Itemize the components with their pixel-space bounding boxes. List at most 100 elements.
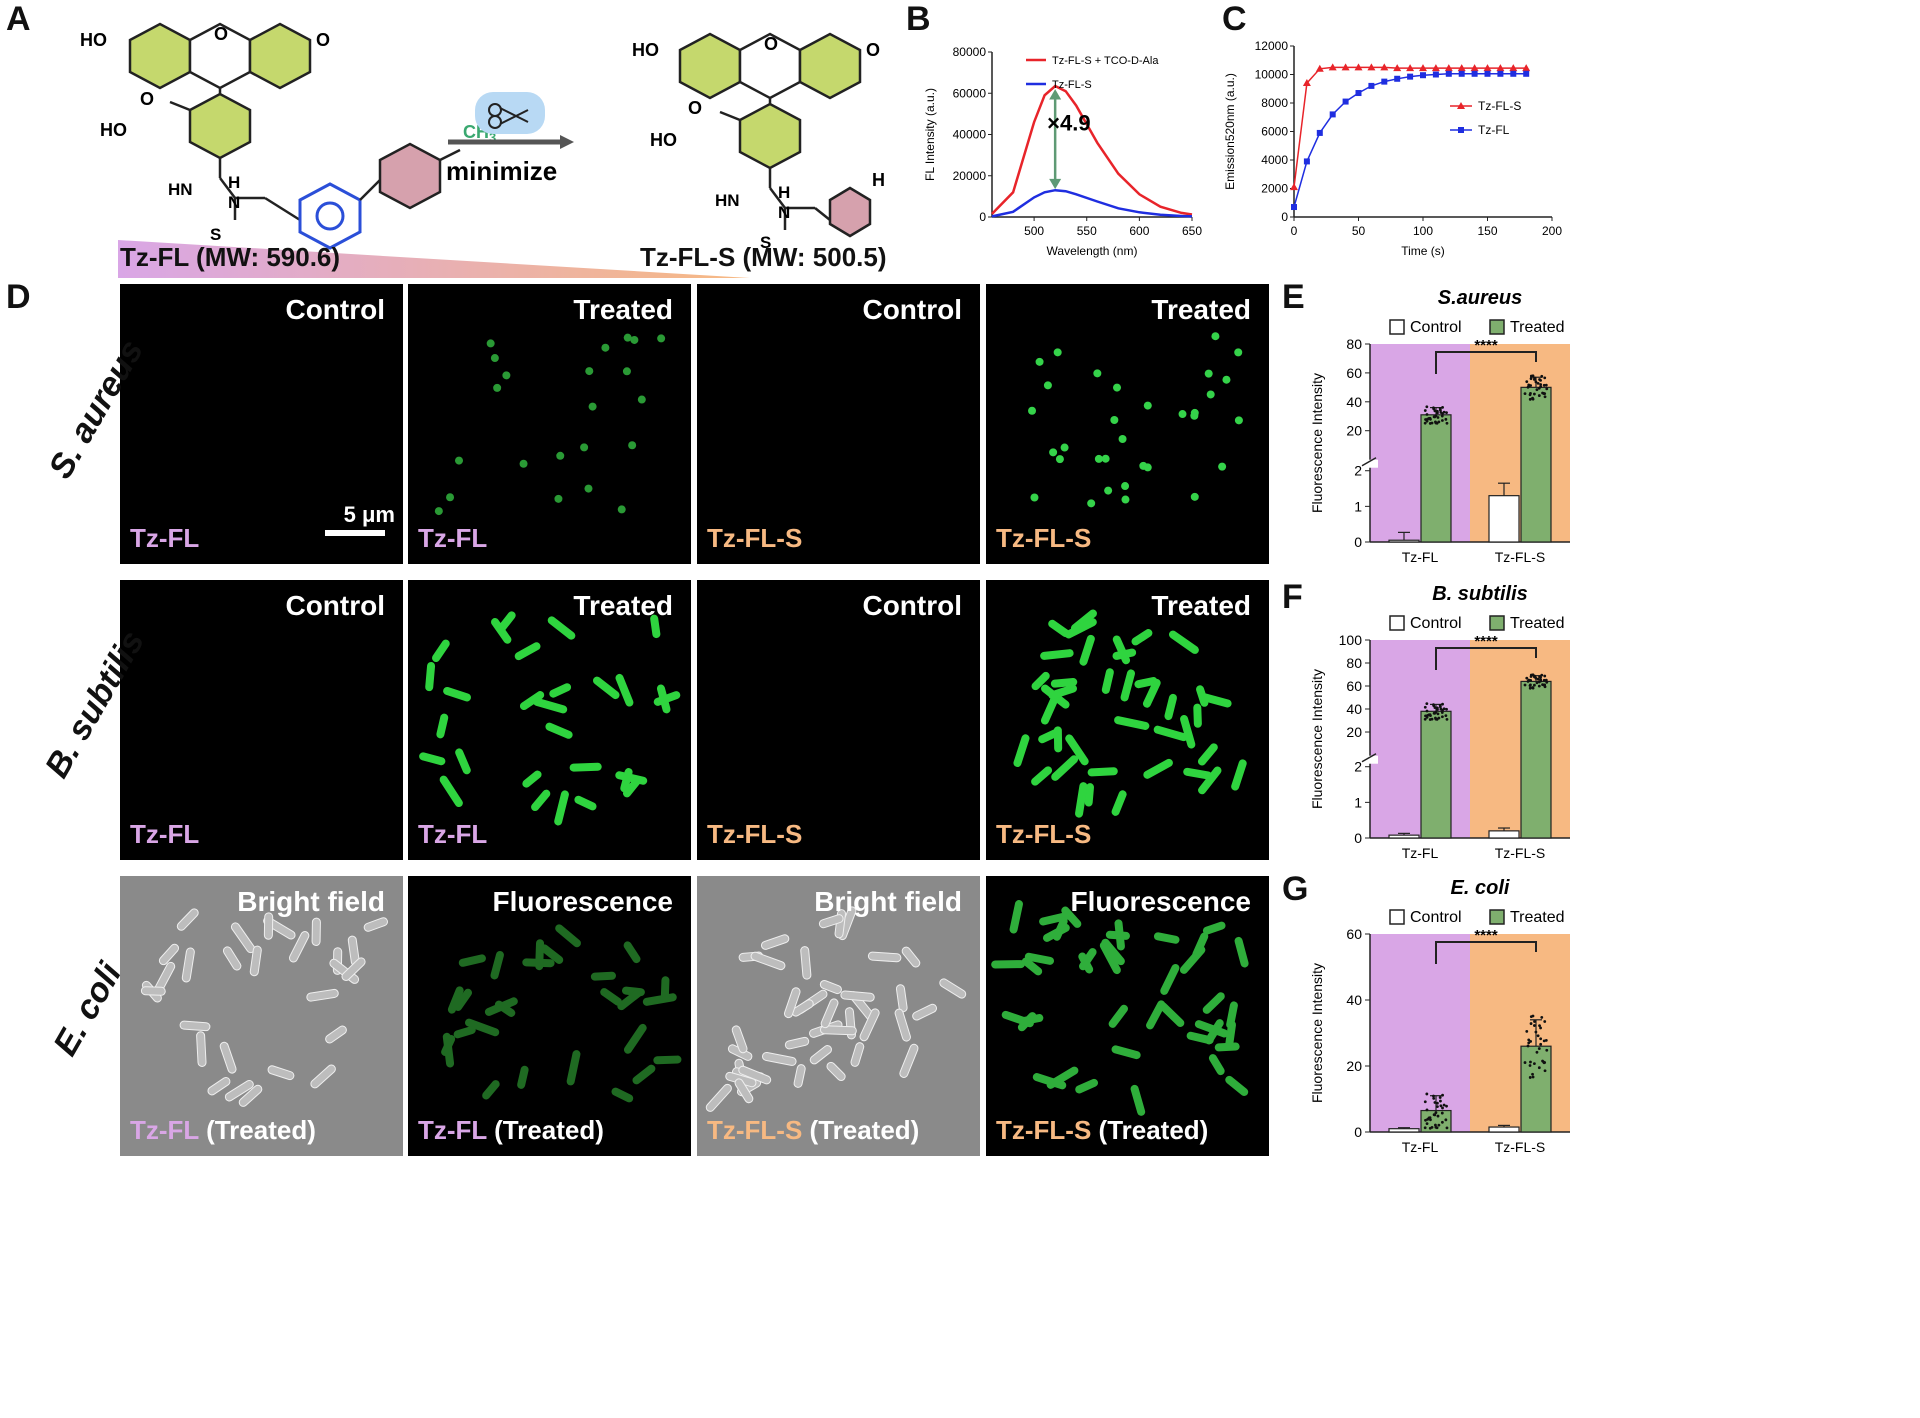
data-point: [1290, 183, 1298, 191]
axis-break-mark: [1361, 457, 1377, 467]
bacterium: [819, 1025, 857, 1036]
data-dot: [1440, 715, 1444, 719]
bacterium: [569, 762, 602, 772]
probe-name: Tz-FL-S: [996, 819, 1092, 849]
axis-break-gap: [1362, 459, 1378, 468]
micrograph-cells: [140, 908, 388, 1107]
bacterium: [585, 367, 594, 376]
data-dot: [1433, 409, 1437, 413]
bacterium: [176, 908, 199, 931]
chart-title: S.aureus: [1438, 287, 1522, 309]
x-tick-label: Tz-FL: [1402, 549, 1439, 565]
bar-treated: [1520, 680, 1552, 839]
chart-title: B. subtilis: [1432, 583, 1528, 605]
bacterium: [493, 383, 502, 392]
data-dot: [1537, 1047, 1541, 1050]
data-point: [1381, 78, 1388, 85]
data-point: [1458, 70, 1465, 77]
bacterium: [1049, 448, 1058, 457]
significance-bracket: [1435, 647, 1537, 670]
data-dot: [1428, 422, 1432, 425]
data-dot: [1533, 1062, 1536, 1066]
bacterium: [533, 697, 568, 714]
data-dot: [1445, 411, 1448, 415]
y-tick-label: 8000: [1261, 96, 1288, 110]
data-dot: [1438, 1096, 1442, 1099]
y-axis-label: Fluorescence Intensity: [1309, 963, 1325, 1103]
bacterium: [1211, 332, 1220, 341]
legend-marker-0: [1457, 102, 1465, 109]
micrograph-probe-label: Tz-FL-S: [996, 819, 1091, 850]
tz-fl-mw-label: Tz-FL (MW: 590.6): [120, 242, 341, 272]
y-tick-label: 40: [1346, 992, 1362, 1008]
data-dot: [1529, 1022, 1533, 1025]
nh-label-2: HN: [715, 191, 740, 210]
bacterium: [630, 335, 639, 344]
y-tick-label: 6000: [1261, 125, 1288, 139]
data-point: [1444, 64, 1453, 72]
data-point: [1483, 64, 1492, 72]
bacterium: [1179, 945, 1206, 974]
data-point: [1341, 63, 1350, 71]
thio-s-1: S: [210, 225, 221, 244]
data-dot: [1442, 707, 1446, 711]
micrograph-condition-label: Bright field: [237, 886, 385, 917]
bacterium: [549, 683, 572, 698]
micrograph-probe-label: Tz-FL: [130, 523, 199, 554]
y-tick-label: 40000: [953, 128, 987, 142]
data-dot: [1432, 407, 1436, 411]
micrograph-condition-label: Control: [285, 590, 385, 621]
bacterium: [311, 917, 321, 946]
scissors-icon: [488, 103, 529, 129]
data-dot: [1540, 374, 1544, 378]
scale-bar: [325, 530, 385, 536]
legend-label-treated: Treated: [1510, 319, 1565, 336]
x-tick-label: 0: [1291, 224, 1298, 238]
minimize-label: minimize: [446, 156, 557, 186]
bacterium: [1143, 401, 1152, 410]
legend-label-0: Tz-FL-S + TCO-D-Ala: [1052, 55, 1159, 67]
bacterium: [895, 984, 908, 1013]
bacterium: [1099, 941, 1121, 975]
bacterium: [1108, 1004, 1128, 1028]
data-dot: [1529, 675, 1533, 678]
bacterium: [1139, 461, 1148, 470]
micrograph-2-2: Bright field Tz-FL-S (Treated): [697, 876, 980, 1156]
bacterium: [1035, 357, 1044, 366]
data-dot: [1540, 1016, 1544, 1019]
legend-swatch-treated: [1489, 319, 1505, 335]
bacterium: [1052, 917, 1068, 941]
bacterium: [820, 998, 839, 1029]
bacterium: [363, 917, 388, 932]
y-tick-label: 10000: [1255, 68, 1289, 82]
x-tick-label: Tz-FL: [1402, 845, 1439, 861]
bacterium: [1153, 932, 1180, 944]
bacterium: [588, 402, 597, 411]
panel-letter-a: A: [6, 0, 31, 38]
bacterium: [434, 507, 443, 516]
bacterium: [465, 1018, 500, 1037]
data-dot: [1537, 1066, 1541, 1070]
probe-name: Tz-FL: [418, 819, 488, 849]
y-tick-label: 60: [1346, 926, 1362, 942]
data-dot: [1527, 1038, 1531, 1042]
bacterium: [419, 752, 446, 766]
bacterium: [454, 988, 473, 1011]
bg-tz-fl-s: [1470, 344, 1570, 542]
tz-fl-s-mw-label: Tz-FL-S (MW: 500.5): [640, 242, 887, 272]
panel-letter-g: G: [1282, 870, 1309, 908]
data-dot: [1436, 706, 1439, 710]
bacterium: [1079, 634, 1095, 666]
micrograph-0-3: Treated Tz-FL-S: [986, 284, 1269, 564]
scale-bar-label: 5 μm: [343, 502, 395, 527]
bacterium: [1234, 416, 1243, 425]
bacterium: [540, 944, 564, 964]
probe-name: Tz-FL: [130, 1115, 199, 1145]
data-point: [1315, 64, 1324, 72]
bacterium: [1038, 729, 1060, 744]
x-tick-label: Tz-FL-S: [1495, 845, 1546, 861]
data-dot: [1444, 714, 1448, 718]
bacterium: [1193, 703, 1202, 728]
micrograph-condition-label: Control: [285, 294, 385, 325]
data-dot: [1437, 1123, 1441, 1127]
